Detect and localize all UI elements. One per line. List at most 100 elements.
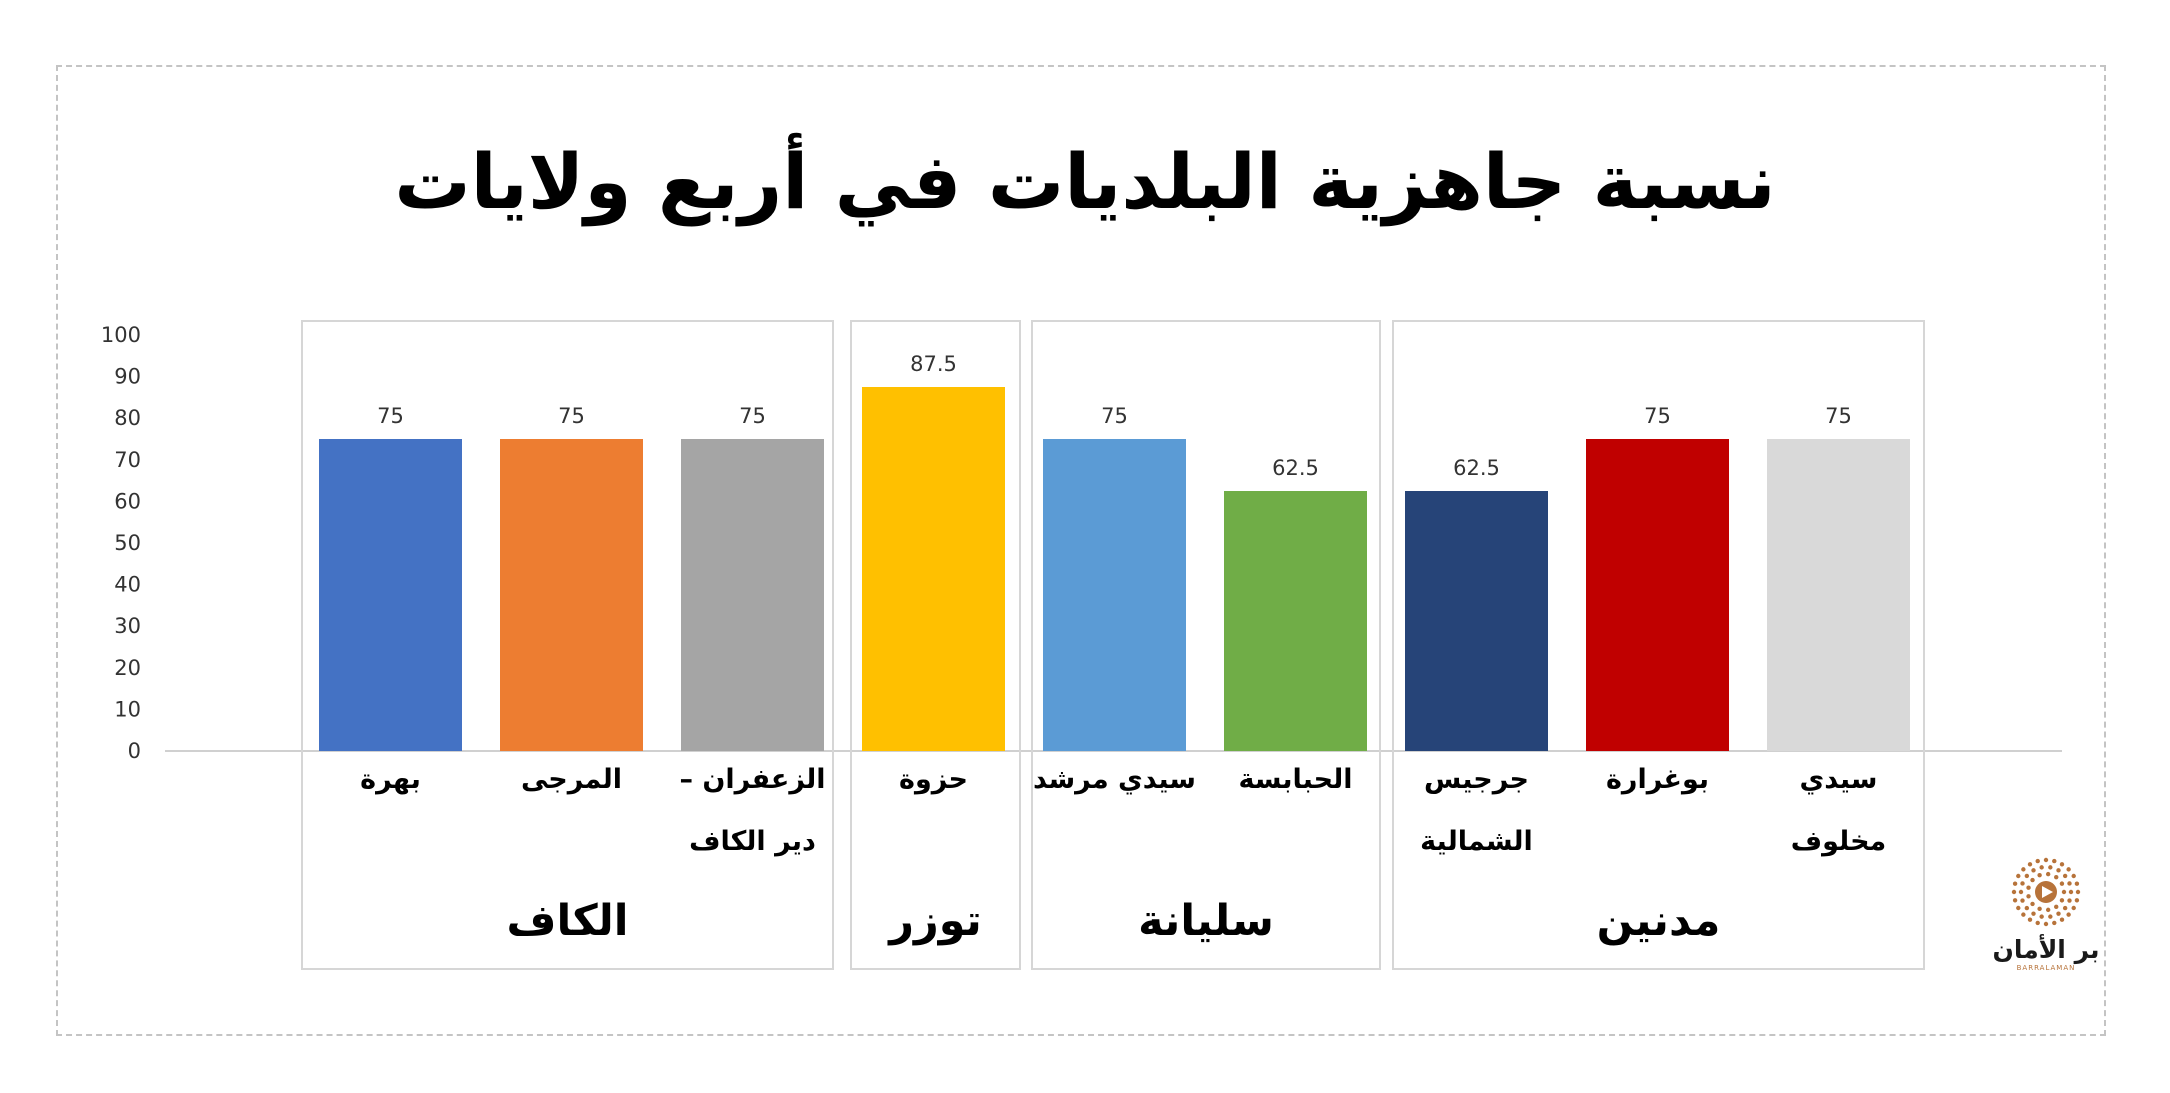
- category-label: الزعفران –: [679, 764, 825, 795]
- logo-dot: [2056, 868, 2061, 873]
- logo-dot: [2066, 867, 2071, 872]
- logo-dot: [2026, 885, 2031, 890]
- logo-dot: [2067, 881, 2072, 886]
- value-label: 75: [1101, 404, 1128, 428]
- logo-dot: [2052, 920, 2057, 926]
- y-tick-label: 50: [114, 531, 141, 555]
- category-label: حزوة: [899, 764, 968, 795]
- value-label: 62.5: [1453, 456, 1500, 480]
- logo-dot: [2068, 889, 2074, 895]
- logo-dot: [2016, 873, 2021, 879]
- logo-dot: [2018, 889, 2024, 895]
- logo-dot: [2027, 917, 2033, 922]
- logo-dot: [2021, 912, 2026, 917]
- logo-dot: [2071, 873, 2076, 879]
- logo-dot: [2045, 907, 2051, 913]
- group-label: الكاف: [507, 896, 629, 946]
- bar: [1224, 491, 1367, 751]
- logo-dot: [2035, 920, 2040, 926]
- chart-frame: [56, 65, 2106, 1036]
- value-label: 87.5: [910, 352, 957, 376]
- category-label: بوغرارة: [1606, 764, 1709, 795]
- logo-dot: [2037, 906, 2042, 912]
- logo-dot: [2027, 862, 2033, 867]
- y-tick-label: 10: [114, 697, 141, 721]
- logo-dot: [2052, 858, 2057, 864]
- category-labels: بهرة المرجى الزعفران – دير الكاف حزوة سيدي مر…: [360, 764, 1886, 857]
- bar: [862, 387, 1005, 751]
- logo-dot: [2035, 858, 2040, 864]
- category-label: دير الكاف: [689, 826, 816, 857]
- y-tick-label: 60: [114, 489, 141, 513]
- logo-dot: [2045, 871, 2051, 877]
- logo-dot: [2030, 877, 2035, 883]
- group-box: [850, 320, 1021, 970]
- logo-dot: [2043, 921, 2049, 927]
- value-label: 75: [739, 404, 766, 428]
- logo-dot: [2012, 898, 2018, 903]
- logo-dot: [2020, 881, 2025, 886]
- logo-dot: [2030, 901, 2035, 907]
- logo-dot: [2031, 868, 2036, 873]
- logo-dot: [2031, 911, 2036, 916]
- logo-dot: [2024, 873, 2030, 879]
- logo-dot: [2048, 914, 2053, 919]
- logo-dot: [2059, 862, 2065, 867]
- y-tick-label: 90: [114, 365, 141, 389]
- category-label: سيدي: [1800, 764, 1878, 795]
- logo-dot: [2026, 894, 2031, 899]
- logo-dot: [2059, 917, 2065, 922]
- value-label: 62.5: [1272, 456, 1319, 480]
- category-label: سيدي مرشد: [1033, 764, 1196, 795]
- y-tick-label: 20: [114, 656, 141, 680]
- logo-dot: [2059, 898, 2065, 903]
- category-label: جرجيس: [1424, 764, 1529, 795]
- value-label: 75: [377, 404, 404, 428]
- y-tick-label: 100: [101, 323, 141, 347]
- bar: [319, 439, 462, 751]
- y-axis: 0 10 20 30 40 50 60 70 80 90 100: [101, 323, 141, 763]
- value-labels: 75 75 75 87.5 75 62.5 62.5 75 75: [377, 352, 1852, 480]
- logo-dot: [2061, 889, 2067, 895]
- logo-dot: [2048, 865, 2053, 870]
- chart-title: نسبة جاهزية البلديات في أربع ولايات: [394, 132, 1775, 227]
- logo-dot: [2039, 865, 2044, 870]
- category-label: المرجى: [521, 764, 622, 795]
- bar: [500, 439, 643, 751]
- logo-text: بر الأمان: [1992, 934, 2099, 965]
- bar: [681, 439, 824, 751]
- logo-dot: [2054, 904, 2059, 910]
- group-box: [1392, 320, 1925, 970]
- category-label: الحبابسة: [1239, 764, 1353, 795]
- bar: [1043, 439, 1186, 751]
- category-label: الشمالية: [1420, 826, 1533, 857]
- logo-dot: [2071, 905, 2076, 911]
- logo-dot: [2024, 905, 2030, 911]
- category-label: مخلوف: [1791, 826, 1887, 857]
- play-icon: [2042, 886, 2053, 898]
- category-label: بهرة: [360, 764, 421, 795]
- logo-dot: [2011, 889, 2017, 895]
- brand-logo: بر الأمان BARRALAMAN: [1992, 857, 2100, 972]
- logo-dot: [2020, 898, 2025, 903]
- logo-dot: [2043, 857, 2049, 863]
- logo-dot: [2062, 873, 2068, 879]
- logo-subtext: BARRALAMAN: [2017, 964, 2076, 972]
- logo-dot: [2054, 874, 2059, 880]
- group-box: [301, 320, 834, 970]
- logo-dot: [2074, 898, 2080, 903]
- logo-dot: [2075, 889, 2081, 895]
- bars: [319, 387, 1910, 751]
- bar: [1586, 439, 1729, 751]
- logo-dot: [2016, 905, 2021, 911]
- y-tick-label: 70: [114, 448, 141, 472]
- logo-dot: [2067, 898, 2072, 903]
- y-tick-label: 30: [114, 614, 141, 638]
- value-label: 75: [558, 404, 585, 428]
- y-tick-label: 0: [128, 739, 141, 763]
- group-labels: الكاف توزر سليانة مدنين: [507, 896, 1721, 946]
- value-label: 75: [1644, 404, 1671, 428]
- group-label: سليانة: [1138, 896, 1274, 946]
- group-label: توزر: [887, 896, 982, 946]
